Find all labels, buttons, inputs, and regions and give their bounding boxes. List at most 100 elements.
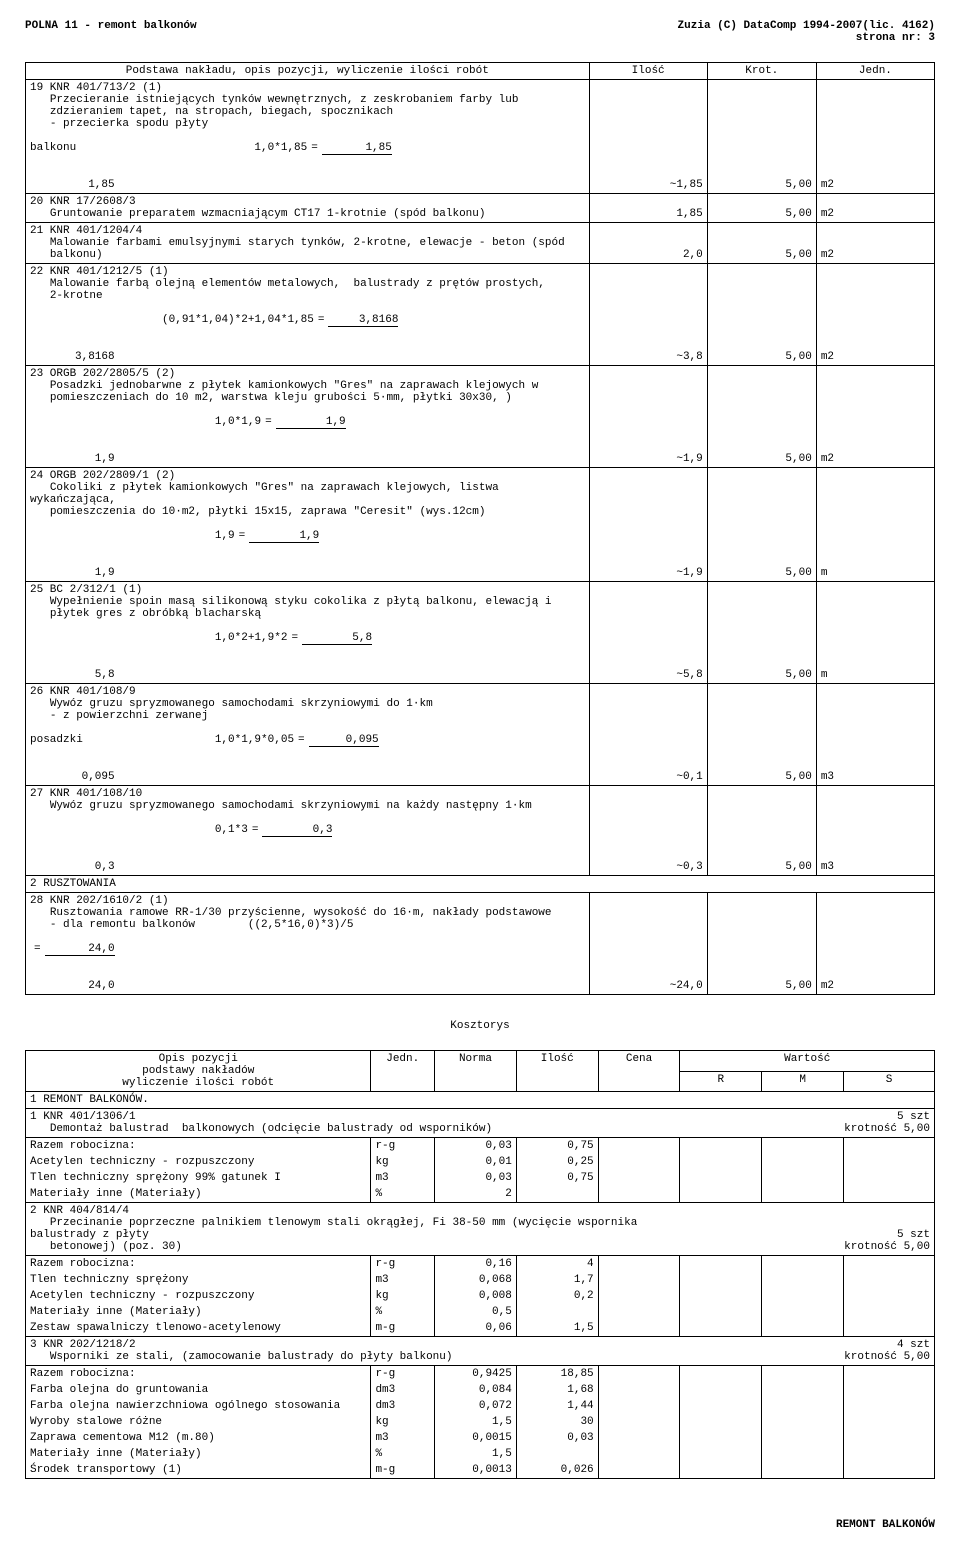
t2-line-unit: dm3	[371, 1398, 435, 1414]
t2-line-name: Materiały inne (Materiały)	[26, 1446, 371, 1462]
t2-line-s	[844, 1414, 935, 1430]
t2-line-r	[680, 1414, 762, 1430]
t2-line-price	[598, 1138, 680, 1155]
t1-il: ~0,1	[589, 684, 707, 786]
t1-jm: m	[816, 582, 934, 684]
t2-line-norm: 1,5	[435, 1446, 517, 1462]
t2-line-s	[844, 1138, 935, 1155]
t2-line-r	[680, 1138, 762, 1155]
table-row-desc: 23 ORGB 202/2805/5 (2) Posadzki jednobar…	[26, 366, 590, 468]
t2-line-qty: 0,026	[516, 1462, 598, 1479]
t2-line-norm: 0,0013	[435, 1462, 517, 1479]
t2-line-m	[762, 1430, 844, 1446]
t2-line-m	[762, 1320, 844, 1337]
t2-line-norm: 1,5	[435, 1414, 517, 1430]
t2-line-r	[680, 1154, 762, 1170]
t1-il: ~5,8	[589, 582, 707, 684]
table-row-desc: 20 KNR 17/2608/3 Gruntowanie preparatem …	[26, 194, 590, 223]
t2-line-s	[844, 1186, 935, 1203]
t2-line-name: Zestaw spawalniczy tlenowo-acetylenowy	[26, 1320, 371, 1337]
t2-line-name: Razem robocizna:	[26, 1138, 371, 1155]
t2-line-s	[844, 1272, 935, 1288]
t2-line-price	[598, 1304, 680, 1320]
table-row-desc: 19 KNR 401/713/2 (1) Przecieranie istnie…	[26, 80, 590, 194]
t1-jm: m2	[816, 194, 934, 223]
table-row-desc: 28 KNR 202/1610/2 (1) Rusztowania ramowe…	[26, 893, 590, 995]
t2-line-norm: 0,06	[435, 1320, 517, 1337]
t2-line-price	[598, 1256, 680, 1273]
t1-jm: m3	[816, 684, 934, 786]
t2-line-s	[844, 1398, 935, 1414]
t2-line-norm: 0,01	[435, 1154, 517, 1170]
t2-line-s	[844, 1154, 935, 1170]
page-footer: REMONT BALKONÓW	[25, 1519, 935, 1531]
t2-line-norm: 0,03	[435, 1170, 517, 1186]
t1-kr: 5,00	[707, 468, 816, 582]
t1-jm: m3	[816, 786, 934, 876]
t2-line-price	[598, 1462, 680, 1479]
t2-line-qty: 0,2	[516, 1288, 598, 1304]
t2-line-name: Acetylen techniczny - rozpuszczony	[26, 1154, 371, 1170]
table-row-desc: 27 KNR 401/108/10 Wywóz gruzu spryzmowan…	[26, 786, 590, 876]
t2-line-m	[762, 1170, 844, 1186]
t2-line-s	[844, 1170, 935, 1186]
t2-line-m	[762, 1304, 844, 1320]
t2-line-unit: r-g	[371, 1256, 435, 1273]
t2-line-unit: m3	[371, 1170, 435, 1186]
t2-line-name: Razem robocizna:	[26, 1256, 371, 1273]
t2-line-s	[844, 1288, 935, 1304]
table-2: Opis pozycjipodstawy nakładów wyliczenie…	[25, 1050, 935, 1479]
t2-line-name: Materiały inne (Materiały)	[26, 1186, 371, 1203]
t2-line-unit: %	[371, 1186, 435, 1203]
t2-line-unit: %	[371, 1446, 435, 1462]
t2-line-unit: kg	[371, 1288, 435, 1304]
t1-jm: m	[816, 468, 934, 582]
t2-line-norm: 0,9425	[435, 1366, 517, 1383]
t2-line-qty: 1,68	[516, 1382, 598, 1398]
t2-line-norm: 0,16	[435, 1256, 517, 1273]
t2-line-r	[680, 1272, 762, 1288]
t2-line-price	[598, 1170, 680, 1186]
table-row-desc: 26 KNR 401/108/9 Wywóz gruzu spryzmowane…	[26, 684, 590, 786]
t2-line-s	[844, 1446, 935, 1462]
t1-h2: Krot.	[707, 63, 816, 80]
t2-line-r	[680, 1256, 762, 1273]
t1-kr: 5,00	[707, 684, 816, 786]
t2-line-name: Tlen techniczny sprężony	[26, 1272, 371, 1288]
t2-line-unit: r-g	[371, 1138, 435, 1155]
table-row-desc: 25 BC 2/312/1 (1) Wypełnienie spoin masą…	[26, 582, 590, 684]
t2-line-name: Farba olejna do gruntowania	[26, 1382, 371, 1398]
t1-h0: Podstawa nakładu, opis pozycji, wyliczen…	[26, 63, 590, 80]
t2-line-m	[762, 1366, 844, 1383]
t2-line-qty: 4	[516, 1256, 598, 1273]
t1-jm: m2	[816, 223, 934, 264]
t2-line-s	[844, 1462, 935, 1479]
t2-line-price	[598, 1414, 680, 1430]
t1-kr: 5,00	[707, 80, 816, 194]
t2-line-s	[844, 1430, 935, 1446]
t1-kr: 5,00	[707, 194, 816, 223]
t2-line-price	[598, 1186, 680, 1203]
t2-line-price	[598, 1288, 680, 1304]
t2-line-unit: m-g	[371, 1462, 435, 1479]
t2-line-norm: 0,072	[435, 1398, 517, 1414]
t2-line-unit: m3	[371, 1430, 435, 1446]
t2-line-r	[680, 1382, 762, 1398]
t2-line-r	[680, 1366, 762, 1383]
t2-line-s	[844, 1382, 935, 1398]
header-right: Zuzia (C) DataComp 1994-2007(lic. 4162) …	[678, 20, 935, 44]
t2-line-qty: 30	[516, 1414, 598, 1430]
t1-jm: m2	[816, 893, 934, 995]
t1-kr: 5,00	[707, 893, 816, 995]
header-left: POLNA 11 - remont balkonów	[25, 20, 197, 44]
t2-line-qty	[516, 1446, 598, 1462]
t2-line-unit: m-g	[371, 1320, 435, 1337]
t2-line-name: Materiały inne (Materiały)	[26, 1304, 371, 1320]
t2-item-desc: 3 KNR 202/1218/2 Wsporniki ze stali, (za…	[26, 1337, 680, 1366]
t2-line-r	[680, 1462, 762, 1479]
t2-line-norm: 0,068	[435, 1272, 517, 1288]
table-row-desc: 21 KNR 401/1204/4 Malowanie farbami emul…	[26, 223, 590, 264]
t2-line-m	[762, 1256, 844, 1273]
t2-line-name: Wyroby stalowe różne	[26, 1414, 371, 1430]
t2-item-desc: 2 KNR 404/814/4 Przecinanie poprzeczne p…	[26, 1203, 680, 1256]
